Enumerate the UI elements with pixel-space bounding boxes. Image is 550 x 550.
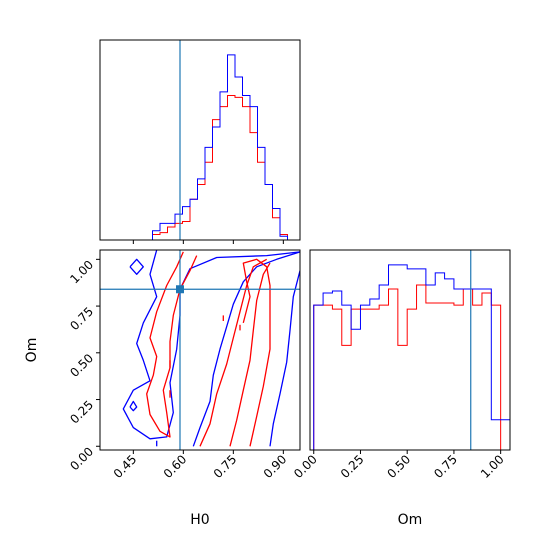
om-hist-tick-label: 0.75 — [431, 452, 460, 481]
h0-axis-label: H0 — [190, 512, 209, 528]
om-tick-label: 0.00 — [67, 444, 96, 473]
h0-om-contour-panel: 0.45 0.60 0.75 0.90 0.00 0.25 0.50 0.75 1.00 H0 Om — [24, 249, 301, 528]
h0-hist-series-0 — [100, 95, 300, 241]
contour-island-3 — [129, 258, 144, 275]
om-hist-tick-label: 1.00 — [478, 452, 507, 481]
om-hist-frame — [309, 249, 511, 451]
h0-tick-label: 0.90 — [261, 452, 290, 481]
om-hist-series-0 — [310, 284, 510, 451]
contour-outer-2 — [269, 270, 300, 447]
om-axis-label: Om — [24, 338, 40, 363]
contour-inner-8 — [229, 262, 271, 447]
om-marginal-panel: 0.00 0.25 0.50 0.75 1.00 Om — [291, 249, 511, 528]
contour-frame — [99, 249, 301, 451]
om-tick-label: 0.25 — [67, 398, 96, 427]
h0-hist-series-1 — [100, 54, 300, 241]
om-hist-series-1 — [310, 264, 511, 451]
om-tick-label: 1.00 — [67, 258, 96, 287]
contour-island-4 — [129, 400, 138, 412]
om-tick-label: 0.75 — [67, 304, 96, 333]
contour-inner-7 — [199, 258, 268, 447]
h0-hist-frame — [99, 39, 301, 241]
h0-tick-label: 0.45 — [111, 452, 140, 481]
truth-marker — [176, 285, 184, 294]
h0-tick-label: 0.75 — [211, 452, 240, 481]
contour-lines — [122, 250, 300, 447]
om-hist-axis-label: Om — [398, 512, 423, 528]
om-tick-label: 0.50 — [67, 351, 96, 380]
h0-tick-label: 0.60 — [161, 452, 190, 481]
om-hist-tick-label: 0.50 — [385, 452, 414, 481]
h0-marginal-panel — [99, 39, 301, 244]
om-hist-tick-label: 0.00 — [291, 452, 320, 481]
om-hist-tick-label: 0.25 — [338, 452, 367, 481]
contour-inner-9 — [242, 258, 271, 447]
contour-inner-6 — [146, 251, 198, 438]
